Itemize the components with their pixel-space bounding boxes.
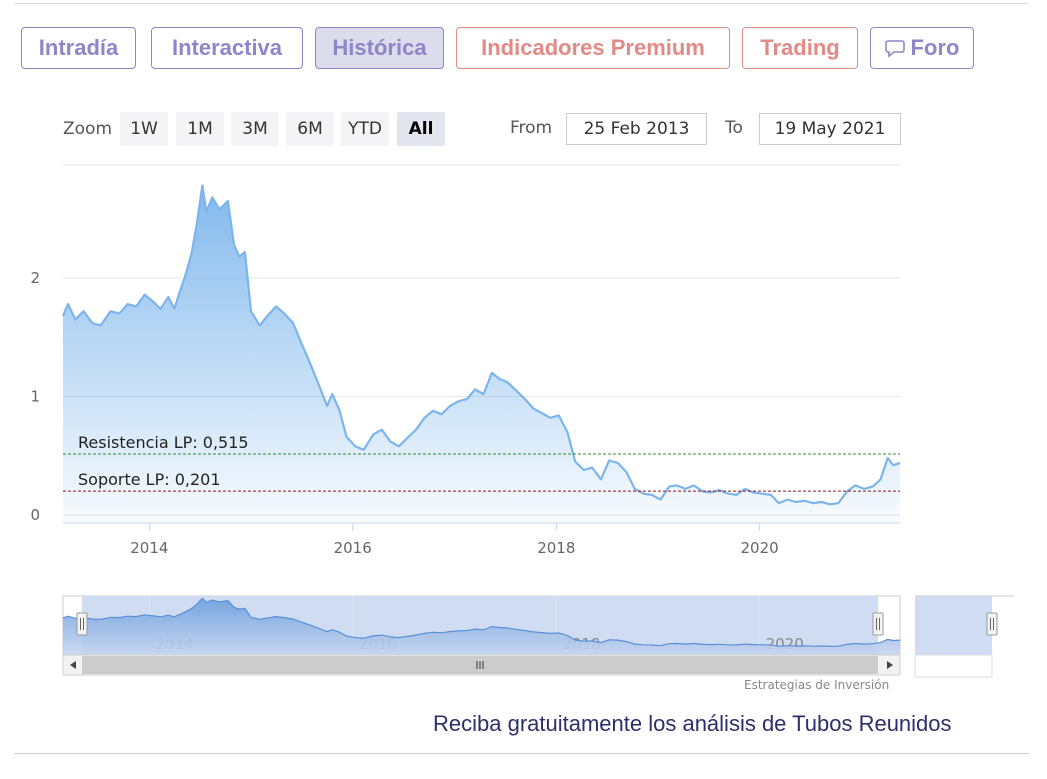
zoom-button-label: 6M: [297, 119, 323, 139]
tab-historica[interactable]: Histórica: [315, 27, 444, 69]
zoom-6m-button[interactable]: 6M: [286, 112, 334, 146]
tab-interactiva[interactable]: Interactiva: [151, 27, 303, 69]
zoom-1m-button[interactable]: 1M: [176, 112, 224, 146]
navigator-handle-body: [986, 612, 998, 636]
range-to-value: 19 May 2021: [774, 119, 886, 139]
navigator-overflow-border: [914, 654, 993, 678]
navigator-selection-overflow: [915, 596, 992, 655]
navigator-handle-body: [872, 612, 884, 636]
range-from-input[interactable]: 25 Feb 2013: [566, 113, 707, 145]
price-chart: Resistencia LP: 0,515 Soporte LP: 0,201 2…: [30, 164, 1014, 678]
zoom-3m-button[interactable]: 3M: [231, 112, 279, 146]
x-tick-label: 2020: [741, 539, 779, 557]
tab-foro[interactable]: Foro: [870, 27, 974, 69]
support-label: Soporte LP: 0,201: [78, 470, 221, 489]
chart-credits[interactable]: Estrategias de Inversión: [744, 678, 890, 692]
scrollbar[interactable]: [62, 654, 901, 676]
tab-indicadores-premium[interactable]: Indicadores Premium: [456, 27, 730, 69]
navigator-handle[interactable]: [872, 612, 884, 636]
top-divider: [14, 3, 1029, 4]
reference-lines: Resistencia LP: 0,515 Soporte LP: 0,201: [63, 433, 900, 492]
x-axis: 2014 2016 2018 2020: [130, 523, 779, 557]
range-to-input[interactable]: 19 May 2021: [759, 113, 901, 145]
price-series-line: [61, 184, 901, 506]
zoom-button-label: 3M: [242, 119, 268, 139]
zoom-button-label: All: [408, 119, 434, 139]
y-tick-label: 0: [30, 506, 40, 524]
scroll-right-arrow-icon[interactable]: [887, 661, 893, 669]
tab-trading[interactable]: Trading: [742, 27, 858, 69]
tab-intradia[interactable]: Intradía: [21, 27, 136, 69]
zoom-label: Zoom: [63, 119, 113, 139]
zoom-all-button[interactable]: All: [397, 112, 445, 146]
y-axis: 0 1 2: [30, 269, 40, 524]
tab-label: Trading: [760, 35, 840, 60]
price-area-fill: [63, 185, 900, 523]
y-tick-label: 2: [30, 269, 40, 287]
navigator-area-fill: [63, 598, 900, 655]
navigator-series-line: [62, 597, 901, 648]
tab-label: Indicadores Premium: [481, 35, 705, 60]
tab-label: Interactiva: [171, 35, 283, 60]
navigator-handle[interactable]: [76, 612, 88, 636]
tab-label: Intradía: [38, 35, 119, 60]
range-to-label: To: [725, 118, 743, 138]
navigator-handle[interactable]: [986, 612, 998, 636]
x-tick-label: 2014: [130, 539, 168, 557]
resistance-label: Resistencia LP: 0,515: [78, 433, 249, 452]
navigator-handle-body: [76, 612, 88, 636]
y-tick-label: 1: [30, 388, 40, 406]
range-from-value: 25 Feb 2013: [583, 119, 690, 139]
zoom-button-label: 1W: [130, 119, 158, 139]
tab-label: Foro: [910, 35, 960, 60]
newsletter-cta[interactable]: Reciba gratuitamente los análisis de Tub…: [433, 711, 952, 736]
x-tick-label: 2016: [334, 539, 372, 557]
price-area: [61, 184, 901, 523]
zoom-1w-button[interactable]: 1W: [120, 112, 168, 146]
x-tick-label: 2018: [537, 539, 575, 557]
bottom-divider: [14, 753, 1029, 754]
range-from-label: From: [510, 118, 553, 138]
tab-label: Histórica: [332, 35, 427, 60]
chat-bubble-icon: [884, 40, 905, 58]
scroll-left-arrow-icon[interactable]: [70, 661, 76, 669]
zoom-button-label: YTD: [348, 119, 382, 139]
zoom-button-label: 1M: [187, 119, 213, 139]
zoom-ytd-button[interactable]: YTD: [341, 112, 389, 146]
